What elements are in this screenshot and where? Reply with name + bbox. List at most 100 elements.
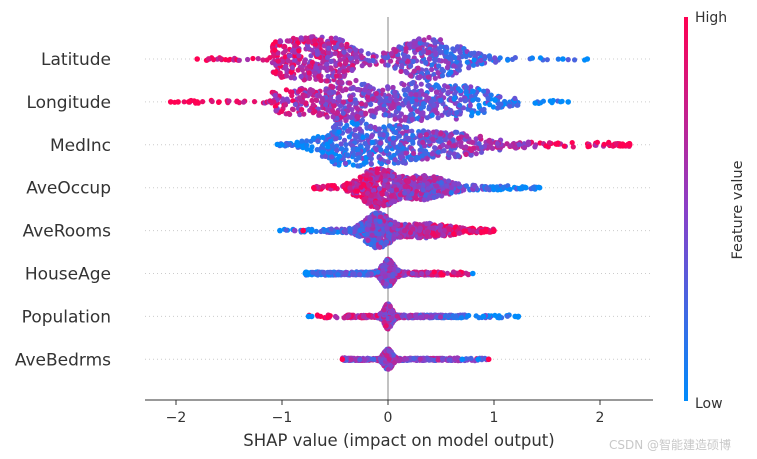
shap-dot: [331, 103, 337, 109]
shap-dot: [333, 61, 339, 67]
shap-dot: [251, 99, 258, 105]
shap-dot: [476, 102, 482, 108]
shap-dot: [283, 227, 289, 233]
shap-dot: [388, 193, 394, 199]
shap-dot: [410, 175, 416, 181]
shap-dot: [359, 101, 365, 107]
shap-dot: [377, 131, 383, 137]
shap-dot: [405, 178, 411, 185]
shap-dot: [431, 269, 437, 275]
shap-dot: [455, 135, 462, 141]
shap-dot: [457, 62, 463, 68]
shap-dot: [433, 89, 440, 95]
shap-dot: [372, 124, 378, 131]
shap-dot: [324, 61, 330, 67]
shap-dot: [334, 147, 340, 153]
shap-dot: [470, 88, 476, 94]
shap-dot: [438, 131, 444, 137]
shap-dot: [397, 142, 403, 148]
shap-dot: [415, 155, 422, 161]
shap-dot: [435, 70, 441, 76]
shap-dot: [392, 93, 398, 99]
shap-dot: [345, 108, 351, 114]
shap-dot: [353, 134, 359, 140]
shap-outlier-dot: [291, 227, 298, 234]
shap-dot: [438, 180, 444, 186]
shap-dot: [292, 49, 298, 55]
shap-dot: [515, 102, 521, 108]
shap-dot: [445, 313, 451, 319]
shap-dot: [217, 56, 224, 62]
shap-dot: [317, 112, 323, 118]
shap-dot: [359, 63, 365, 69]
shap-outlier-dot: [194, 56, 200, 62]
shap-dot: [463, 89, 469, 95]
shap-dot: [512, 145, 518, 151]
shap-dot: [282, 44, 288, 50]
shap-dot: [362, 140, 368, 147]
shap-dot: [529, 55, 535, 61]
shap-dot: [200, 99, 206, 105]
shap-dot: [377, 275, 383, 281]
shap-dot: [360, 134, 366, 140]
feature-row-averooms: [277, 210, 497, 251]
shap-dot: [417, 74, 423, 80]
shap-dot: [364, 172, 370, 178]
shap-dot: [498, 101, 504, 107]
shap-dot: [335, 95, 341, 101]
shap-dot: [482, 54, 488, 60]
shap-dot: [428, 62, 435, 68]
shap-dot: [424, 221, 430, 227]
shap-dot: [331, 39, 337, 46]
shap-dot: [408, 73, 414, 79]
shap-dot: [378, 140, 384, 146]
shap-dot: [457, 48, 463, 54]
shap-dot: [382, 55, 388, 61]
shap-dot: [366, 58, 372, 64]
shap-dot: [572, 57, 578, 63]
shap-dot: [396, 126, 402, 132]
feature-row-houseage: [302, 256, 476, 289]
shap-dot: [420, 49, 426, 55]
shap-dot: [277, 39, 283, 45]
shap-dot: [329, 183, 335, 189]
shap-dot: [371, 114, 377, 120]
shap-dot: [348, 94, 354, 100]
shap-dot: [392, 116, 398, 122]
shap-dot: [421, 173, 427, 179]
shap-dot: [267, 98, 273, 104]
shap-dot: [561, 143, 567, 149]
shap-dot: [330, 124, 336, 130]
shap-dot: [387, 266, 393, 272]
shap-outlier-dot: [470, 270, 476, 277]
shap-dot: [415, 184, 421, 190]
shap-dot: [366, 152, 372, 158]
shap-dot: [349, 107, 355, 113]
shap-dot: [375, 269, 381, 275]
shap-dot: [327, 270, 333, 276]
shap-dot: [540, 98, 547, 104]
shap-dot: [464, 133, 470, 139]
shap-dot: [320, 149, 326, 155]
shap-dot: [304, 138, 310, 144]
shap-dot: [359, 54, 365, 61]
shap-dot: [283, 87, 289, 93]
shap-dot: [368, 133, 375, 140]
shap-dot: [385, 84, 391, 90]
shap-dot: [439, 67, 445, 73]
shap-dot: [402, 117, 408, 123]
shap-dot: [381, 203, 387, 209]
shap-dot: [234, 99, 240, 105]
shap-dot: [378, 161, 385, 167]
shap-dot: [286, 111, 292, 117]
shap-dot: [297, 112, 303, 118]
shap-dot: [497, 55, 503, 61]
shap-dot: [428, 314, 434, 320]
shap-dot: [390, 140, 396, 146]
shap-dot: [405, 135, 411, 141]
shap-dot: [408, 112, 414, 118]
shap-dot: [331, 144, 337, 150]
shap-dot: [399, 62, 405, 68]
shap-dot: [321, 228, 327, 234]
shap-dot: [272, 103, 278, 110]
